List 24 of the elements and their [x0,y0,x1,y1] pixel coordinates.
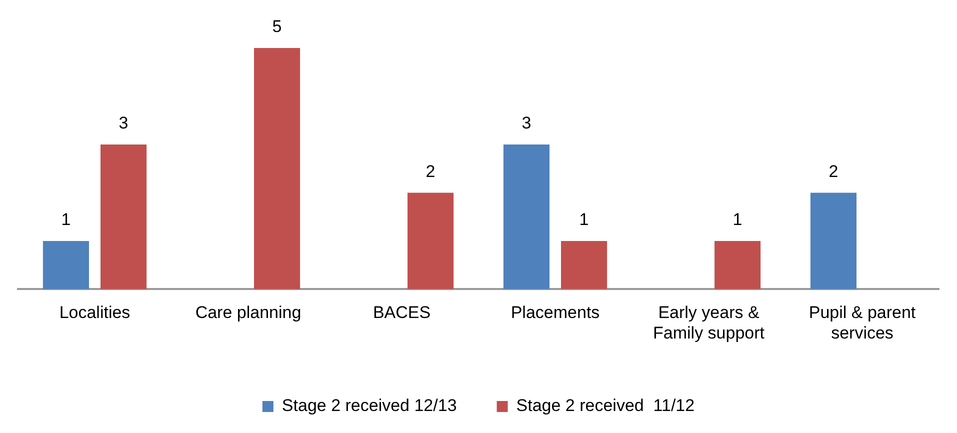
x-tick-label: Placements [510,303,600,322]
data-label: 1 [732,210,742,230]
bar [254,48,300,290]
data-label: 3 [118,114,128,133]
x-tick-label: Pupil & parent services [808,303,916,342]
legend-label: Stage 2 received 12/13 [282,396,457,416]
x-tick-label: Early years & Family support [653,303,765,342]
x-tick-label: Care planning [195,303,302,322]
data-label: 5 [272,17,282,36]
x-tick-label: Localities [59,303,130,322]
bar [714,240,761,290]
data-label: 3 [522,114,532,133]
bar [810,192,856,290]
data-label: 1 [61,210,71,230]
x-tick-label: BACES [372,303,431,322]
bar [42,240,89,290]
bar [100,144,147,290]
data-label: 2 [426,162,436,181]
data-label: 2 [828,162,838,181]
bar [408,192,454,290]
legend-label: Stage 2 received 11/12 [516,396,695,416]
bar [561,240,608,290]
data-label: 1 [579,210,589,230]
bar [503,144,550,290]
